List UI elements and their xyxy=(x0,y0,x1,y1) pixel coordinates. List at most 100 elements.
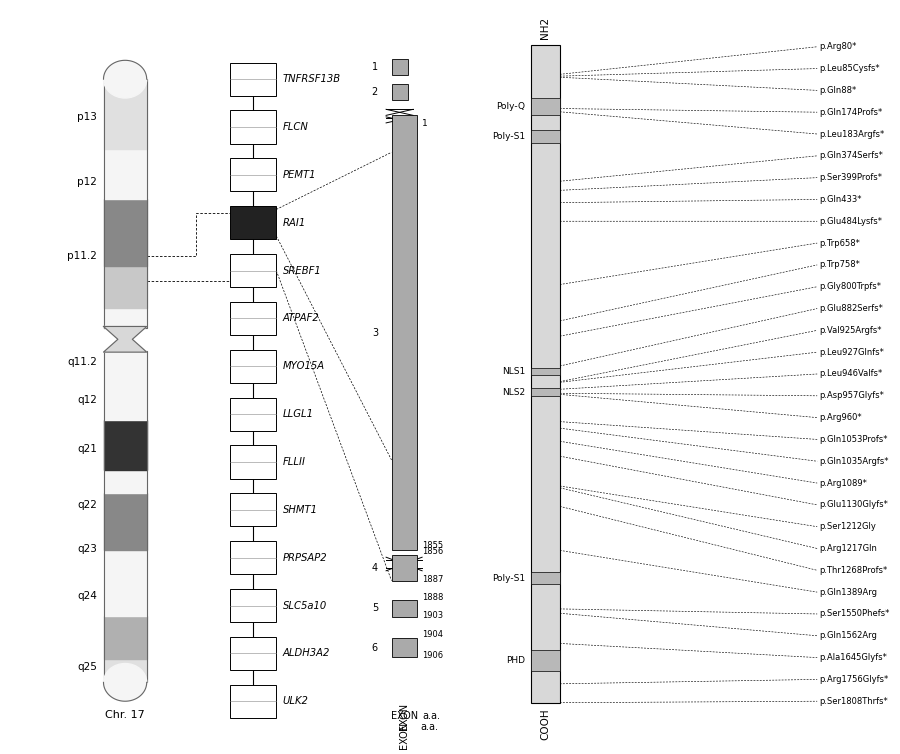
Bar xyxy=(230,541,276,575)
Text: 4: 4 xyxy=(372,562,378,573)
Text: MYO15A: MYO15A xyxy=(283,361,325,371)
Text: 1856: 1856 xyxy=(422,547,444,556)
Bar xyxy=(392,59,408,75)
Text: 5: 5 xyxy=(372,603,378,614)
Text: p.Gln88*: p.Gln88* xyxy=(819,86,856,95)
Text: SREBF1: SREBF1 xyxy=(283,265,321,275)
Text: p.Ala1645Glyfs*: p.Ala1645Glyfs* xyxy=(819,653,886,662)
Bar xyxy=(104,470,147,493)
Text: q21: q21 xyxy=(77,443,97,454)
Text: p.Ser1808Thrfs*: p.Ser1808Thrfs* xyxy=(819,697,887,706)
Text: p.Gln174Profs*: p.Gln174Profs* xyxy=(819,108,882,117)
Text: p.Leu85Cysfs*: p.Leu85Cysfs* xyxy=(819,64,879,73)
Text: TNFRSF13B: TNFRSF13B xyxy=(283,74,341,84)
Text: 1888: 1888 xyxy=(422,593,444,602)
Text: LLGL1: LLGL1 xyxy=(283,409,313,419)
Text: p.Leu183Argfs*: p.Leu183Argfs* xyxy=(819,130,884,139)
Bar xyxy=(531,572,560,584)
Bar xyxy=(392,555,417,581)
Text: p13: p13 xyxy=(77,112,97,122)
Text: 1887: 1887 xyxy=(422,575,444,584)
Text: NLS2: NLS2 xyxy=(502,388,526,397)
Bar xyxy=(230,637,276,670)
Text: Poly-S1: Poly-S1 xyxy=(492,132,526,141)
Text: p.Arg80*: p.Arg80* xyxy=(819,42,857,51)
Bar xyxy=(230,493,276,526)
Text: ULK2: ULK2 xyxy=(283,696,309,706)
Text: p.Arg960*: p.Arg960* xyxy=(819,413,861,422)
Text: NH2: NH2 xyxy=(540,17,551,39)
Bar xyxy=(104,149,147,198)
Bar xyxy=(104,351,147,420)
Text: RAI1: RAI1 xyxy=(283,218,306,228)
Bar xyxy=(531,130,560,143)
Text: 1: 1 xyxy=(372,62,378,72)
Bar xyxy=(104,493,147,550)
Text: EXON: EXON xyxy=(399,703,410,730)
Text: PHD: PHD xyxy=(507,656,526,665)
Bar xyxy=(230,302,276,335)
Text: p.Gly800Trpfs*: p.Gly800Trpfs* xyxy=(819,282,881,291)
Text: a.a.: a.a. xyxy=(422,711,440,722)
Text: p.Trp758*: p.Trp758* xyxy=(819,260,859,269)
Bar xyxy=(392,638,417,657)
Text: p.Thr1268Profs*: p.Thr1268Profs* xyxy=(819,566,887,575)
Text: FLCN: FLCN xyxy=(283,122,309,132)
Text: p.Asp957Glyfs*: p.Asp957Glyfs* xyxy=(819,391,884,400)
Text: p.Ser1212Gly: p.Ser1212Gly xyxy=(819,523,876,532)
Bar xyxy=(392,84,408,100)
Bar xyxy=(230,350,276,383)
Text: p.Ser1550Phefs*: p.Ser1550Phefs* xyxy=(819,609,889,618)
Text: p.Arg1756Glyfs*: p.Arg1756Glyfs* xyxy=(819,675,888,684)
Ellipse shape xyxy=(104,664,147,701)
Polygon shape xyxy=(104,326,147,352)
Ellipse shape xyxy=(104,60,147,98)
Text: 1: 1 xyxy=(422,119,427,128)
Text: p.Gln1389Arg: p.Gln1389Arg xyxy=(819,587,877,596)
Bar xyxy=(104,550,147,616)
Text: p.Glu484Lysfs*: p.Glu484Lysfs* xyxy=(819,216,882,225)
Bar xyxy=(230,397,276,431)
Text: ALDH3A2: ALDH3A2 xyxy=(283,648,330,658)
Bar xyxy=(230,589,276,622)
Text: ATPAF2: ATPAF2 xyxy=(283,314,320,323)
Text: a.a.: a.a. xyxy=(420,722,438,732)
Text: 1904: 1904 xyxy=(422,630,443,639)
Bar xyxy=(104,616,147,659)
Text: p.Gln1053Profs*: p.Gln1053Profs* xyxy=(819,435,887,444)
Text: 2: 2 xyxy=(372,87,378,97)
Bar xyxy=(531,368,560,375)
Text: p.Glu1130Glyfs*: p.Glu1130Glyfs* xyxy=(819,501,888,510)
Bar xyxy=(104,659,147,682)
Text: 1903: 1903 xyxy=(422,611,443,620)
Text: 3: 3 xyxy=(372,327,378,338)
Text: 1906: 1906 xyxy=(422,651,443,661)
Text: p.Trp658*: p.Trp658* xyxy=(819,238,859,247)
Bar xyxy=(531,98,560,115)
Bar xyxy=(230,446,276,479)
Bar xyxy=(230,206,276,239)
Text: p.Gln1562Arg: p.Gln1562Arg xyxy=(819,631,877,640)
Bar xyxy=(230,110,276,143)
Text: p.Gln433*: p.Gln433* xyxy=(819,195,861,204)
Text: p.Leu946Valfs*: p.Leu946Valfs* xyxy=(819,369,882,379)
Text: q24: q24 xyxy=(77,590,97,601)
Text: p.Gln374Serfs*: p.Gln374Serfs* xyxy=(819,152,883,161)
Text: FLLII: FLLII xyxy=(283,457,306,467)
Bar xyxy=(230,158,276,192)
Bar xyxy=(104,308,147,328)
Text: q22: q22 xyxy=(77,500,97,510)
Text: q23: q23 xyxy=(77,544,97,554)
Bar xyxy=(230,685,276,718)
Text: Poly-S1: Poly-S1 xyxy=(492,574,526,583)
Bar xyxy=(392,115,417,550)
Text: q12: q12 xyxy=(77,394,97,405)
Text: COOH: COOH xyxy=(540,709,551,740)
Bar xyxy=(104,79,147,149)
Bar xyxy=(104,266,147,308)
Text: 1855: 1855 xyxy=(422,541,443,550)
Bar xyxy=(230,254,276,287)
Bar xyxy=(531,650,560,671)
Text: PEMT1: PEMT1 xyxy=(283,170,316,180)
Text: p12: p12 xyxy=(77,177,97,188)
